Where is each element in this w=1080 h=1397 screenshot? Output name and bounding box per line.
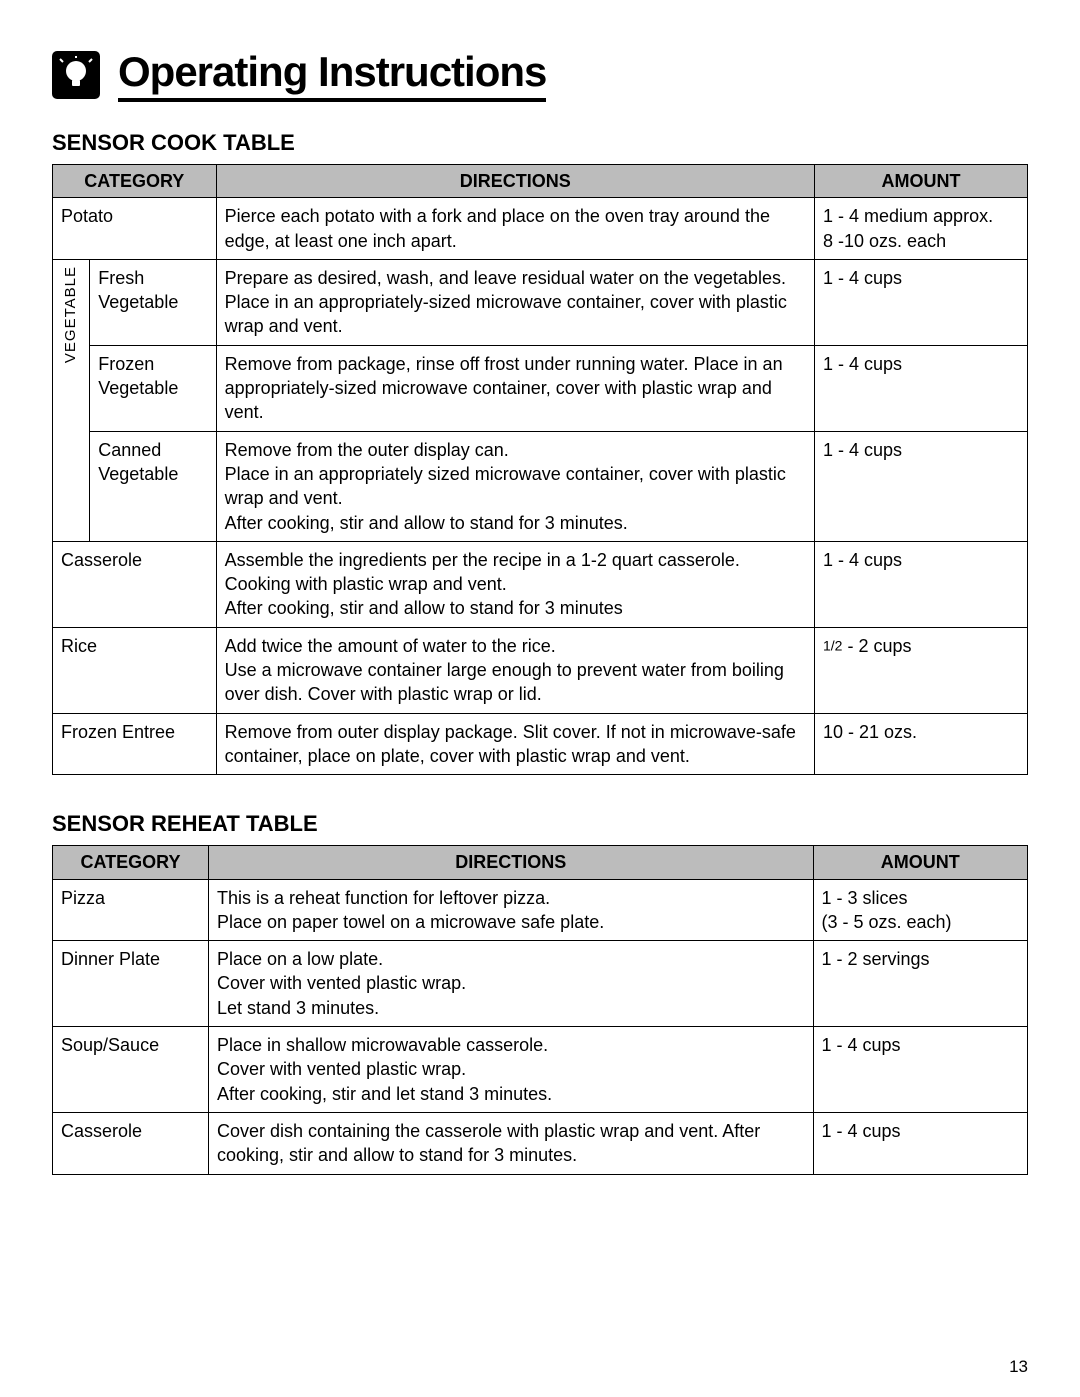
table-row: VEGETABLE Fresh Vegetable Prepare as des… bbox=[53, 259, 1028, 345]
section-heading-cook: SENSOR COOK TABLE bbox=[52, 130, 1028, 156]
cell-amount: 1 - 4 cups bbox=[815, 541, 1028, 627]
lightbulb-icon bbox=[52, 51, 100, 99]
cell-directions: Prepare as desired, wash, and leave resi… bbox=[216, 259, 814, 345]
col-header-amount: AMOUNT bbox=[813, 846, 1028, 879]
table-row: Soup/Sauce Place in shallow microwavable… bbox=[53, 1027, 1028, 1113]
cell-directions: Cover dish containing the casserole with… bbox=[209, 1112, 814, 1174]
table-row: Canned Vegetable Remove from the outer d… bbox=[53, 431, 1028, 541]
cell-directions: Place on a low plate.Cover with vented p… bbox=[209, 941, 814, 1027]
col-header-directions: DIRECTIONS bbox=[216, 165, 814, 198]
cell-amount: 1 - 4 cups bbox=[813, 1027, 1028, 1113]
cell-category: Rice bbox=[53, 627, 217, 713]
cell-directions: Add twice the amount of water to the ric… bbox=[216, 627, 814, 713]
cell-amount: 1 - 4 cups bbox=[815, 259, 1028, 345]
cell-category: Potato bbox=[53, 198, 217, 260]
table-row: Frozen Entree Remove from outer display … bbox=[53, 713, 1028, 775]
table-row: Pizza This is a reheat function for left… bbox=[53, 879, 1028, 941]
cell-category: Frozen Vegetable bbox=[90, 345, 216, 431]
table-row: Frozen Vegetable Remove from package, ri… bbox=[53, 345, 1028, 431]
page-title: Operating Instructions bbox=[118, 48, 546, 102]
table-header-row: CATEGORY DIRECTIONS AMOUNT bbox=[53, 846, 1028, 879]
col-header-directions: DIRECTIONS bbox=[209, 846, 814, 879]
sensor-cook-table: CATEGORY DIRECTIONS AMOUNT Potato Pierce… bbox=[52, 164, 1028, 775]
cell-category: Casserole bbox=[53, 541, 217, 627]
cell-directions: Remove from package, rinse off frost und… bbox=[216, 345, 814, 431]
cell-category: Frozen Entree bbox=[53, 713, 217, 775]
cell-amount: 1 - 4 medium approx.8 -10 ozs. each bbox=[815, 198, 1028, 260]
cell-amount: 1 - 3 slices(3 - 5 ozs. each) bbox=[813, 879, 1028, 941]
cell-amount: 1/2 - 2 cups bbox=[815, 627, 1028, 713]
cell-directions: Remove from the outer display can.Place … bbox=[216, 431, 814, 541]
table-row: Dinner Plate Place on a low plate.Cover … bbox=[53, 941, 1028, 1027]
vegetable-group-label: VEGETABLE bbox=[53, 259, 90, 541]
section-heading-reheat: SENSOR REHEAT TABLE bbox=[52, 811, 1028, 837]
cell-amount: 1 - 4 cups bbox=[815, 431, 1028, 541]
col-header-category: CATEGORY bbox=[53, 165, 217, 198]
cell-directions: Pierce each potato with a fork and place… bbox=[216, 198, 814, 260]
cell-directions: Place in shallow microwavable casserole.… bbox=[209, 1027, 814, 1113]
cell-directions: Assemble the ingredients per the recipe … bbox=[216, 541, 814, 627]
cell-category: Soup/Sauce bbox=[53, 1027, 209, 1113]
cell-amount: 1 - 4 cups bbox=[813, 1112, 1028, 1174]
cell-amount: 1 - 4 cups bbox=[815, 345, 1028, 431]
cell-category: Dinner Plate bbox=[53, 941, 209, 1027]
cell-directions: This is a reheat function for leftover p… bbox=[209, 879, 814, 941]
cell-category: Fresh Vegetable bbox=[90, 259, 216, 345]
cell-category: Casserole bbox=[53, 1112, 209, 1174]
cell-directions: Remove from outer display package. Slit … bbox=[216, 713, 814, 775]
sensor-reheat-table: CATEGORY DIRECTIONS AMOUNT Pizza This is… bbox=[52, 845, 1028, 1174]
col-header-amount: AMOUNT bbox=[815, 165, 1028, 198]
cell-amount: 1 - 2 servings bbox=[813, 941, 1028, 1027]
table-header-row: CATEGORY DIRECTIONS AMOUNT bbox=[53, 165, 1028, 198]
col-header-category: CATEGORY bbox=[53, 846, 209, 879]
cell-amount: 10 - 21 ozs. bbox=[815, 713, 1028, 775]
page-number: 13 bbox=[1009, 1357, 1028, 1377]
table-row: Casserole Cover dish containing the cass… bbox=[53, 1112, 1028, 1174]
cell-category: Canned Vegetable bbox=[90, 431, 216, 541]
table-row: Rice Add twice the amount of water to th… bbox=[53, 627, 1028, 713]
table-row: Casserole Assemble the ingredients per t… bbox=[53, 541, 1028, 627]
table-row: Potato Pierce each potato with a fork an… bbox=[53, 198, 1028, 260]
page-header: Operating Instructions bbox=[52, 48, 1028, 102]
cell-category: Pizza bbox=[53, 879, 209, 941]
